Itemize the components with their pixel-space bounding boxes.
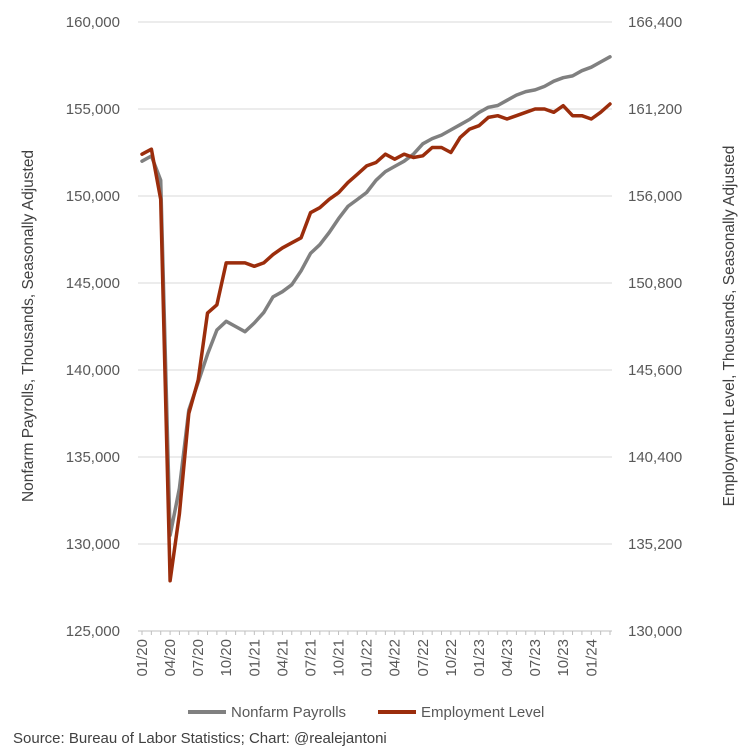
right-tick-label: 156,000: [628, 188, 682, 205]
x-tick-label: 10/22: [443, 639, 460, 677]
right-tick-label: 166,400: [628, 14, 682, 31]
series-line-nonfarm-payrolls: [140, 55, 612, 538]
legend-label-nonfarm-payrolls: Nonfarm Payrolls: [231, 704, 346, 721]
x-tick-label: 01/21: [246, 639, 263, 677]
right-tick-label: 130,000: [628, 623, 682, 640]
left-axis-ticks: 125,000 130,000 135,000 140,000 145,000 150,0…: [66, 14, 120, 640]
left-tick-label: 160,000: [66, 14, 120, 31]
x-tick-label: 04/23: [499, 639, 516, 677]
x-tick-label: 04/21: [274, 639, 291, 677]
right-tick-label: 150,800: [628, 275, 682, 292]
right-tick-label: 145,600: [628, 362, 682, 379]
gridlines: [138, 21, 612, 632]
x-axis: 01/20 04/20 07/20 10/20 01/21 04/21 07/21 10/21…: [134, 630, 612, 677]
x-tick-label: 10/20: [218, 639, 235, 677]
left-tick-label: 130,000: [66, 536, 120, 553]
source-note: Source: Bureau of Labor Statistics; Char…: [13, 730, 387, 747]
x-tick-label: 10/23: [555, 639, 572, 677]
right-tick-label: 140,400: [628, 449, 682, 466]
right-tick-label: 161,200: [628, 101, 682, 118]
right-tick-label: 135,200: [628, 536, 682, 553]
x-tick-label: 04/20: [162, 639, 179, 677]
legend: Nonfarm Payrolls Employment Level: [188, 704, 544, 721]
x-tick-label: 10/21: [331, 639, 348, 677]
x-tick-label: 01/22: [359, 639, 376, 677]
left-tick-label: 145,000: [66, 275, 120, 292]
x-tick-label: 01/24: [583, 639, 600, 677]
series-line-employment-level: [140, 102, 612, 583]
left-tick-label: 140,000: [66, 362, 120, 379]
left-tick-label: 135,000: [66, 449, 120, 466]
left-tick-label: 150,000: [66, 188, 120, 205]
left-axis-title: Nonfarm Payrolls, Thousands, Seasonally …: [20, 150, 37, 502]
x-tick-label: 07/21: [302, 639, 319, 677]
left-tick-label: 125,000: [66, 623, 120, 640]
right-axis-ticks: 130,000 135,200 140,400 145,600 150,800 156,0…: [628, 14, 682, 640]
x-tick-label: 07/20: [190, 639, 207, 677]
x-tick-label: 01/23: [471, 639, 488, 677]
legend-label-employment-level: Employment Level: [421, 704, 544, 721]
x-tick-label: 07/22: [415, 639, 432, 677]
series-lines: [140, 55, 612, 583]
x-tick-label: 07/23: [527, 639, 544, 677]
x-tick-label: 04/22: [387, 639, 404, 677]
x-tick-label: 01/20: [134, 639, 151, 677]
left-tick-label: 155,000: [66, 101, 120, 118]
right-axis-title: Employment Level, Thousands, Seasonally …: [721, 146, 738, 507]
